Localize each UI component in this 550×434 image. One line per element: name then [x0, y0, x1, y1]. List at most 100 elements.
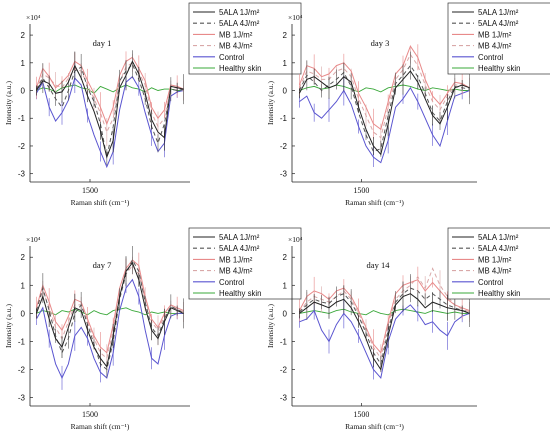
legend-entry: MB 1J/m² — [478, 255, 512, 264]
legend-entry: Control — [478, 278, 503, 287]
x-axis-label: Raman shift (cm⁻¹) — [71, 198, 130, 207]
legend-entry: 5ALA 1J/m² — [478, 8, 519, 17]
y-tick-label: 1 — [283, 59, 288, 68]
y-exponent-label: ×10⁴ — [26, 13, 41, 22]
y-tick-label: 2 — [283, 253, 288, 262]
y-tick-label: -2 — [280, 366, 288, 375]
legend-entry: Healthy skin — [478, 64, 520, 73]
series-line — [299, 304, 470, 379]
y-tick-label: 1 — [283, 281, 288, 290]
legend-box — [447, 2, 550, 75]
legend-entry: 5ALA 4J/m² — [219, 244, 260, 253]
x-tick-label: 1500 — [353, 186, 369, 195]
y-exponent-label: ×10⁴ — [288, 13, 303, 22]
plot-area — [35, 50, 185, 169]
y-tick-label: -1 — [18, 337, 26, 346]
y-tick-label: -1 — [18, 114, 26, 123]
legend-box — [447, 227, 550, 300]
panel-title: day 14 — [367, 260, 391, 270]
series-line — [298, 64, 470, 153]
panel-title: day 1 — [93, 38, 112, 48]
legend-entry: 5ALA 4J/m² — [478, 19, 519, 28]
y-tick-label: -3 — [18, 394, 26, 403]
x-tick-label: 1500 — [82, 410, 98, 419]
y-tick-label: -1 — [280, 114, 288, 123]
series-line — [35, 259, 184, 354]
y-tick-label: -3 — [280, 394, 288, 403]
y-tick-label: 0 — [21, 309, 26, 318]
legend-entry: MB 4J/m² — [219, 42, 253, 51]
legend-entry: 5ALA 1J/m² — [478, 233, 519, 242]
y-axis-label: Intensity (a.u.) — [4, 304, 13, 348]
series-line — [35, 63, 184, 158]
y-exponent-label: ×10⁴ — [288, 235, 303, 244]
legend-entry: Control — [478, 53, 503, 62]
legend: 5ALA 1J/m² 5ALA 4J/m² MB 1J/m² MB 4J/m² Cont… — [188, 227, 302, 300]
y-tick-label: 0 — [283, 87, 288, 96]
y-tick-label: -2 — [280, 142, 288, 151]
legend-entry: MB 4J/m² — [219, 267, 253, 276]
legend-entry: Control — [219, 278, 244, 287]
y-tick-label: 2 — [21, 31, 26, 40]
y-tick-label: -2 — [18, 142, 26, 151]
legend-entry: Healthy skin — [219, 64, 261, 73]
legend-entry: 5ALA 4J/m² — [478, 244, 519, 253]
series-line — [35, 75, 184, 169]
legend-entry: MB 4J/m² — [478, 42, 512, 51]
y-tick-label: 2 — [283, 31, 288, 40]
chart-panel-1: 2 1 0 -1 -2 -3 1500 ×10⁴ Raman shift (cm⁻¹) Inten… — [4, 2, 302, 207]
series-line — [299, 86, 470, 164]
x-axis-label: Raman shift (cm⁻¹) — [71, 422, 130, 431]
plot-area — [35, 246, 185, 390]
y-axis-label: Intensity (a.u.) — [4, 81, 13, 125]
x-tick-label: 1500 — [82, 186, 98, 195]
series-line — [35, 261, 184, 368]
plot-area — [298, 266, 471, 380]
series-line — [36, 307, 184, 316]
y-tick-label: 0 — [283, 309, 288, 318]
series-line — [299, 287, 470, 366]
legend-entry: 5ALA 4J/m² — [219, 19, 260, 28]
legend-box — [188, 2, 302, 75]
legend: 5ALA 1J/m² 5ALA 4J/m² MB 1J/m² MB 4J/m² Cont… — [447, 2, 550, 75]
series-line — [298, 279, 470, 354]
y-tick-label: -3 — [280, 170, 288, 179]
legend: 5ALA 1J/m² 5ALA 4J/m² MB 1J/m² MB 4J/m² Cont… — [188, 2, 302, 75]
legend-entry: MB 4J/m² — [478, 267, 512, 276]
series-line — [36, 84, 184, 94]
legend-entry: MB 1J/m² — [219, 255, 253, 264]
y-tick-label: 0 — [21, 87, 26, 96]
series-line — [299, 293, 470, 371]
legend-entry: Control — [219, 53, 244, 62]
series-line — [298, 70, 470, 156]
panel-title: day 3 — [371, 38, 390, 48]
y-axis-label: Intensity (a.u.) — [266, 304, 275, 348]
y-exponent-label: ×10⁴ — [26, 235, 41, 244]
x-tick-label: 1500 — [353, 410, 369, 419]
series-line — [35, 258, 184, 371]
legend-entry: 5ALA 1J/m² — [219, 8, 260, 17]
legend-entry: 5ALA 1J/m² — [219, 233, 260, 242]
series-line — [35, 278, 184, 380]
legend-entry: Healthy skin — [219, 289, 261, 298]
series-line — [35, 62, 184, 134]
legend-box — [188, 227, 302, 300]
panel-title: day 7 — [93, 260, 112, 270]
series-line — [35, 56, 184, 126]
legend-entry: MB 1J/m² — [478, 30, 512, 39]
chart-panel-3: 2 1 0 -1 -2 -3 1500 ×10⁴ Raman shift (cm⁻¹) Inten… — [4, 227, 302, 431]
y-tick-label: -1 — [280, 337, 288, 346]
series-line — [299, 308, 470, 316]
x-axis-label: Raman shift (cm⁻¹) — [345, 422, 404, 431]
y-tick-label: 1 — [21, 59, 26, 68]
y-axis-label: Intensity (a.u.) — [266, 81, 275, 125]
series-line — [298, 267, 470, 360]
chart-panel-4: 2 1 0 -1 -2 -3 1500 ×10⁴ Raman shift (cm⁻¹) Inten… — [266, 227, 550, 431]
x-axis-label: Raman shift (cm⁻¹) — [345, 198, 404, 207]
y-tick-label: -2 — [18, 366, 26, 375]
legend-entry: MB 1J/m² — [219, 30, 253, 39]
series-line — [298, 53, 470, 139]
legend: 5ALA 1J/m² 5ALA 4J/m² MB 1J/m² MB 4J/m² Cont… — [447, 227, 550, 300]
series-line — [35, 264, 184, 360]
